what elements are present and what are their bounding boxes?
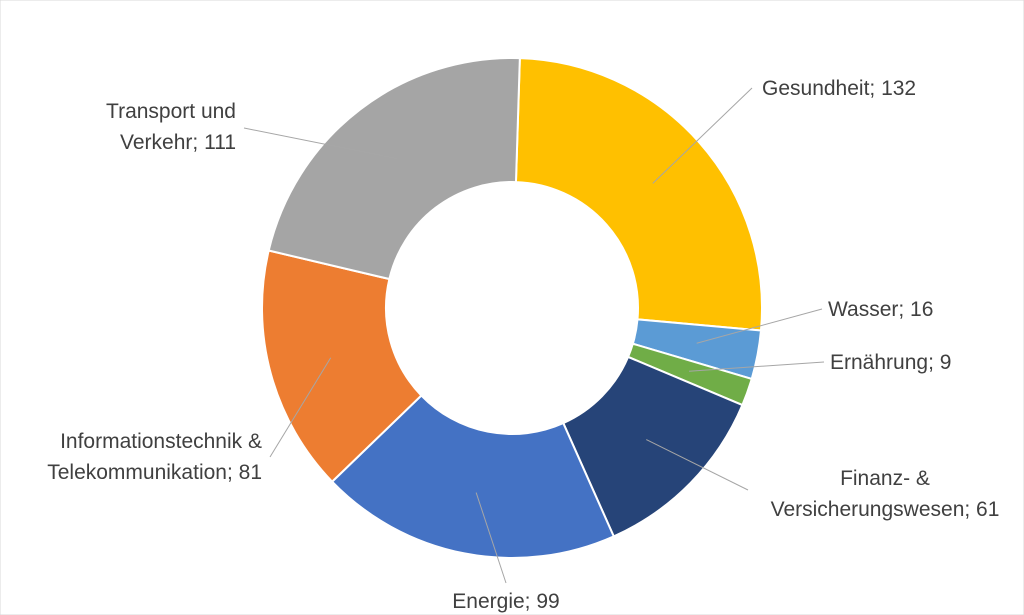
leader-line-energie: [475, 492, 507, 584]
data-label-gesundheit: Gesundheit; 132: [762, 77, 916, 100]
data-labels-group: Gesundheit; 132 Wasser; 16 Ernährung; 9 Fin…: [47, 77, 999, 613]
leader-line-ernährung: [689, 361, 825, 372]
leader-lines-group: [243, 87, 825, 584]
leader-line-gesundheit: [652, 87, 753, 184]
slice-gesundheit: [514, 57, 763, 332]
data-label-wasser: Wasser; 16: [828, 298, 933, 321]
leader-line-finanz-versicherungswesen: [646, 439, 749, 491]
data-label-transport-und-verkehr: Transport und Verkehr; 111: [106, 100, 236, 154]
leader-line-wasser: [696, 308, 823, 344]
slices-group: [261, 57, 763, 559]
data-label-informationstechnik-telekommunikation: Informationstechnik & Telekommunikation; …: [47, 430, 262, 484]
data-label-finanz-versicherungswesen: Finanz- & Versicherungswesen; 61: [771, 467, 1000, 521]
slice-informationstechnik-telekommunikation: [261, 249, 423, 484]
leader-line-transport-und-verkehr: [243, 127, 398, 160]
leader-line-informationstechnik-telekommunikation: [269, 357, 332, 458]
data-label-ernährung: Ernährung; 9: [830, 351, 951, 374]
data-label-energie: Energie; 99: [452, 590, 559, 613]
slice-energie: [330, 394, 616, 559]
slice-transport-und-verkehr: [267, 57, 521, 281]
